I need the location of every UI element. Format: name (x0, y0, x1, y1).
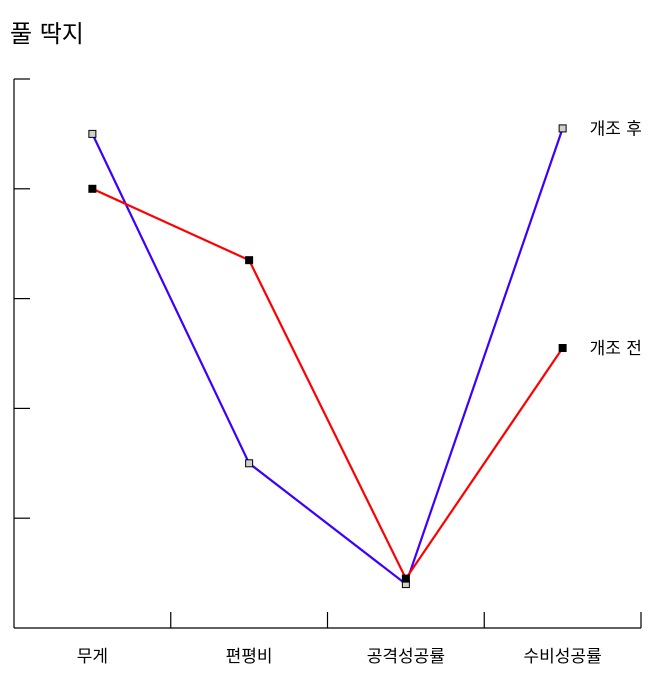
labels: 무게 편평비 공격성공률 수비성공률 개조 후개조 전 (77, 119, 642, 667)
x-tick-label: 공격성공률 (367, 647, 445, 667)
x-tick-label: 수비성공률 (524, 647, 602, 667)
series-label: 개조 후 (590, 119, 642, 139)
data-point (245, 256, 254, 265)
data-point (558, 344, 567, 353)
chart-title: 풀 딱지 (10, 20, 84, 48)
data-point (245, 459, 254, 468)
axes (13, 78, 642, 629)
series-line (91, 187, 564, 581)
data-point (88, 184, 97, 193)
x-tick-label: 편평비 (226, 647, 273, 667)
series-markers (88, 124, 567, 589)
x-tick-label: 무게 (77, 647, 108, 667)
series-line (91, 128, 564, 586)
series-lines (91, 128, 564, 586)
data-point (88, 129, 97, 138)
series-label: 개조 전 (590, 339, 642, 359)
data-point (558, 124, 567, 133)
data-point (401, 574, 410, 583)
